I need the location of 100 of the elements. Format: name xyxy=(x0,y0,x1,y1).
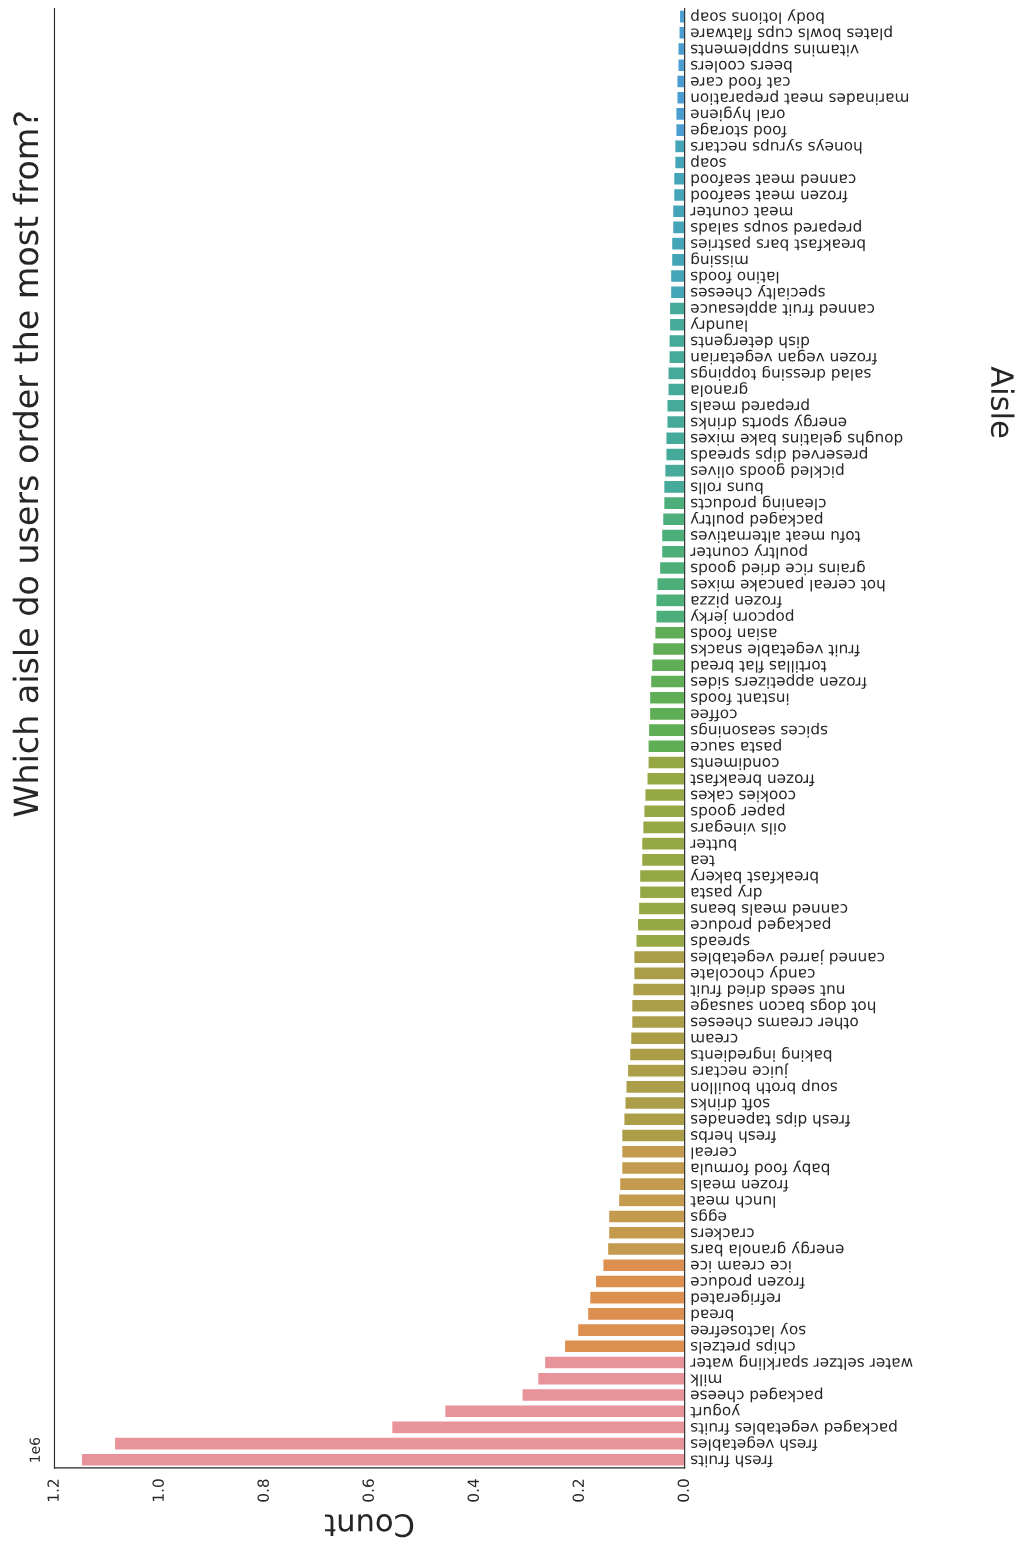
y-tick-label: latino foods xyxy=(690,271,779,284)
y-tick-label: asian foods xyxy=(690,628,777,641)
bar xyxy=(623,1112,685,1127)
bar xyxy=(644,787,685,803)
y-tick-label: condiments xyxy=(690,758,779,770)
bar xyxy=(606,1241,685,1257)
y-tick-label: yogurt xyxy=(690,1403,740,1418)
y-tick-label: beers coolers xyxy=(690,60,792,73)
y-tick-label: cleaning products xyxy=(690,495,826,511)
bar xyxy=(669,268,685,284)
y-tick-label: cereal xyxy=(691,1147,737,1160)
y-tick-label: buns rolls xyxy=(690,482,763,495)
bar xyxy=(660,528,685,543)
y-tick-label: nut seeds dried fruit xyxy=(690,985,845,997)
bar xyxy=(661,512,685,527)
y-axis-title: Aisle xyxy=(990,366,1015,438)
bar xyxy=(630,998,685,1013)
bar xyxy=(658,560,685,576)
bar xyxy=(676,74,685,89)
x-tick-label: 0.2 xyxy=(572,1479,585,1502)
y-tick-label: frozen meals xyxy=(690,1179,789,1192)
y-tick-label: tortillas flat bread xyxy=(691,660,827,673)
bar xyxy=(624,1095,685,1111)
y-tick-label: breakfast bars pastries xyxy=(690,236,865,252)
y-tick-label: pickled goods olives xyxy=(690,463,844,479)
bar xyxy=(586,1306,685,1322)
y-tick-label: pasta sauce xyxy=(691,738,781,753)
x-tick-label: 1.2 xyxy=(47,1479,59,1501)
y-tick-label: fresh vegetables xyxy=(690,1436,818,1451)
bar xyxy=(637,901,685,916)
bar xyxy=(651,641,685,657)
y-tick-label: plates bowls cups flatware xyxy=(691,25,892,41)
y-tick-label: doughs gelatins bake mixes xyxy=(690,430,903,446)
y-tick-label: paper goods xyxy=(690,803,785,819)
y-tick-label: canned meat seafood xyxy=(691,174,856,187)
bar xyxy=(620,1160,685,1176)
y-tick-label: oral hygiene xyxy=(691,106,785,122)
x-tick-label: 0.6 xyxy=(362,1479,374,1502)
y-tick-label: packaged vegetables fruits xyxy=(690,1419,897,1435)
y-tick-label: packaged cheese xyxy=(691,1387,823,1403)
bar xyxy=(677,58,685,73)
bar xyxy=(668,301,685,316)
x-axis-title: Count xyxy=(324,1514,414,1538)
bar xyxy=(676,90,685,105)
y-tick-label: ice cream ice xyxy=(691,1260,791,1273)
y-tick-label: food storage xyxy=(691,122,787,138)
y-tick-label: tofu meat alternatives xyxy=(690,531,861,543)
y-tick-label: other creams cheeses xyxy=(690,1017,858,1030)
bar xyxy=(650,658,685,673)
bar xyxy=(677,41,685,57)
y-tick-label: spreads xyxy=(690,933,750,949)
bar xyxy=(666,414,685,430)
bar xyxy=(635,933,685,949)
y-tick-label: canned fruit applesauce xyxy=(691,301,875,316)
y-tick-label: candy chocolate xyxy=(691,965,815,981)
bar xyxy=(443,1403,685,1419)
bar xyxy=(668,349,685,365)
y-tick-label: prepared soups salads xyxy=(690,220,861,235)
y-tick-label: baking ingredients xyxy=(690,1047,832,1062)
y-tick-label: laundry xyxy=(690,317,747,333)
y-tick-label: popcorn jerky xyxy=(690,609,794,624)
y-tick-label: granola xyxy=(691,382,748,397)
y-tick-label: fresh herbs xyxy=(690,1131,777,1143)
y-tick-label: cream xyxy=(691,1033,738,1043)
y-tick-label: vitamins supplements xyxy=(690,41,859,57)
y-tick-label: soup broth bouillon xyxy=(691,1079,837,1095)
bar xyxy=(80,1452,685,1468)
y-tick-label: fresh dips tapenades xyxy=(690,1111,851,1127)
bar xyxy=(678,25,685,41)
bar xyxy=(660,544,685,559)
bar xyxy=(642,804,685,819)
bar xyxy=(647,722,685,738)
bar xyxy=(543,1355,685,1370)
bar xyxy=(648,706,685,722)
y-tick-label: frozen pizza xyxy=(691,592,782,608)
y-tick-label: frozen breakfast xyxy=(690,774,815,787)
bar xyxy=(602,1258,685,1273)
y-tick-label: soy lactosefree xyxy=(691,1322,806,1338)
bar xyxy=(618,1176,685,1192)
y-tick-label: honeys syrups nectars xyxy=(690,138,862,154)
text: 1e6 xyxy=(29,1437,41,1462)
y-tick-label: soft drinks xyxy=(690,1098,770,1111)
y-tick-label: fresh fruits xyxy=(690,1455,773,1468)
text: Which aisle do users order the most from? xyxy=(12,112,39,817)
bar xyxy=(662,479,685,495)
x-tick-label: 0.8 xyxy=(257,1479,269,1502)
y-tick-label: energy granola bars xyxy=(690,1241,844,1257)
bar xyxy=(666,398,685,413)
y-tick-label: dish detergents xyxy=(690,333,810,349)
bar xyxy=(563,1339,685,1354)
bar xyxy=(620,1144,685,1159)
x-tick-label: 1.0 xyxy=(152,1479,164,1501)
y-tick-label: juice nectars xyxy=(690,1063,789,1079)
y-tick-label: preserved dips spreads xyxy=(690,447,867,462)
bar xyxy=(668,333,685,349)
y-tick-label: body lotions soap xyxy=(691,9,824,24)
bar xyxy=(672,171,685,186)
y-tick-label: hot cereal pancake mixes xyxy=(690,576,885,592)
y-tick-label: energy sports drinks xyxy=(690,414,847,430)
y-tick-label: frozen meat seafood xyxy=(691,190,848,203)
